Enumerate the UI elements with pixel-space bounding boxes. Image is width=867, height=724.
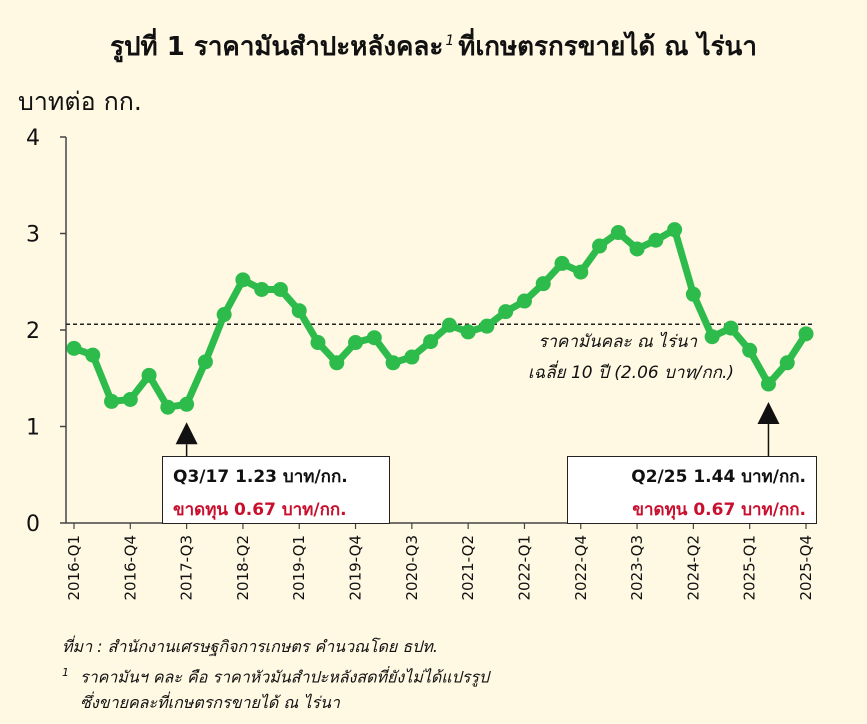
footer-note-line1: ราคามันฯ คละ คือ ราคาหัวมันสำปะหลังสดที่… [80,667,490,687]
data-point [610,225,626,241]
series-group [66,222,814,415]
x-tick-label: 2019-Q1 [290,535,308,601]
callout-q3-17-loss: ขาดทุน 0.67 บาท/กก. [173,500,347,520]
data-point [385,355,401,371]
data-point [366,330,382,346]
x-tick-label: 2021-Q2 [459,535,477,601]
y-tick-label: 4 [26,126,40,151]
data-point [592,238,608,254]
x-tick-label: 2016-Q1 [65,535,83,601]
data-point [122,391,138,407]
callout-q3-17-price: Q3/17 1.23 บาท/กก. [173,467,348,487]
data-point [460,324,476,340]
y-tick-label: 2 [26,319,40,344]
chart-title-suffix: ที่เกษตรกรขายได้ ณ ไร่นา [458,32,757,62]
data-point [742,342,758,358]
data-point [704,329,720,345]
x-tick-label: 2016-Q4 [121,535,139,601]
data-point [779,355,795,371]
data-point [760,376,776,392]
chart-title-superscript: 1 [445,33,455,50]
y-tick-label: 1 [26,416,40,441]
x-tick-label: 2017-Q3 [178,535,196,601]
data-point [629,241,645,257]
callout-q2-25-loss: ขาดทุน 0.67 บาท/กก. [632,500,806,520]
data-point [329,355,345,371]
chart-title: รูปที่ 1 ราคามันสำปะหลังคละ 1 ที่เกษตรกรขา… [0,26,867,67]
data-point [235,272,251,288]
data-point [216,307,232,323]
chart-title-main: รูปที่ 1 ราคามันสำปะหลังคละ [110,32,444,62]
y-axis-unit-label: บาทต่อ กก. [18,87,142,116]
footer-note-number: 1 [62,666,69,679]
x-tick-label: 2025-Q4 [797,535,815,601]
x-tick-label: 2018-Q2 [234,535,252,601]
data-point [685,286,701,302]
data-point [348,335,364,351]
data-point [197,354,213,370]
x-tick-label: 2022-Q4 [572,535,590,601]
reference-label-line1: ราคามันคละ ณ ไร่นา [538,331,697,352]
data-point [291,303,307,319]
reference-label-line2: เฉลี่ย 10 ปี (2.06 บาท/กก.) [528,360,734,383]
x-tick-label: 2020-Q3 [403,535,421,601]
y-tick-label: 3 [26,223,40,248]
data-point [160,399,176,415]
x-tick-label: 2019-Q4 [347,535,365,601]
data-point [535,276,551,292]
footer-note-1: 1 ราคามันฯ คละ คือ ราคาหัวมันสำปะหลังสดที… [62,660,489,690]
data-point [423,334,439,350]
callout-q2-25: Q2/25 1.44 บาท/กก. ขาดทุน 0.67 บาท/กก. [567,456,817,524]
y-tick-label: 0 [26,512,40,537]
callout-arrow-head [175,422,198,445]
callout-q2-25-price: Q2/25 1.44 บาท/กก. [631,467,806,487]
data-point [554,255,570,271]
callout-arrows [175,402,780,457]
x-tick-label: 2022-Q1 [515,535,533,601]
footer-note-2: ซึ่งขายคละที่เกษตรกรขายได้ ณ ไร่นา [62,690,489,716]
data-point [104,393,120,409]
x-tick-label: 2025-Q1 [741,535,759,601]
footer-source: ที่มา : สำนักงานเศรษฐกิจการเกษตร คำนวณโด… [62,637,438,656]
data-point [516,293,532,309]
data-point [179,396,195,412]
x-tick-label: 2024-Q2 [684,535,702,601]
x-tick-label: 2023-Q3 [628,535,646,601]
data-point [479,318,495,334]
data-point [441,317,457,333]
callout-arrow-head [757,402,780,425]
data-point [310,335,326,351]
data-point [667,222,683,238]
data-point [573,264,589,280]
footer-note-line2: ซึ่งขายคละที่เกษตรกรขายได้ ณ ไร่นา [80,693,340,713]
data-point [798,326,814,342]
data-point [723,320,739,336]
data-point [141,367,157,383]
data-point [85,347,101,363]
series-line [70,226,810,411]
data-point [648,232,664,248]
data-point [254,281,270,297]
data-point [498,304,514,320]
data-point [404,349,420,365]
chart-footer: ที่มา : สำนักงานเศรษฐกิจการเกษตร คำนวณโด… [62,634,489,716]
callout-q3-17: Q3/17 1.23 บาท/กก. ขาดทุน 0.67 บาท/กก. [162,456,390,524]
data-point [272,281,288,297]
data-point [66,340,82,356]
